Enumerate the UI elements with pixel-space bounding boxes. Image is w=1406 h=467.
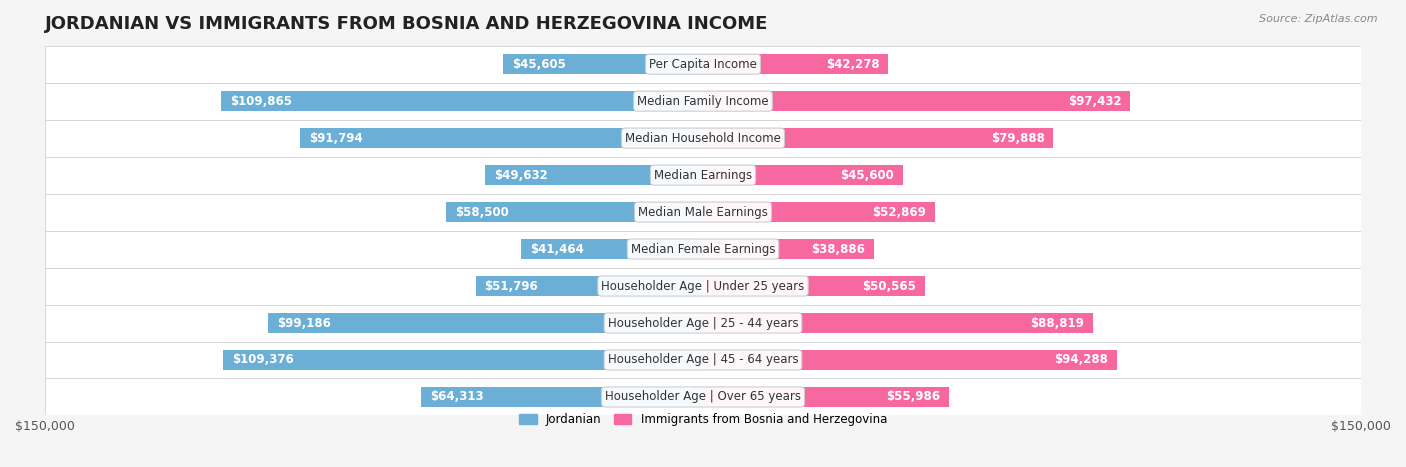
Bar [446, 202, 703, 222]
Text: $64,313: $64,313 [430, 390, 484, 403]
Text: $49,632: $49,632 [494, 169, 548, 182]
Bar [224, 350, 703, 370]
Bar [703, 202, 935, 222]
Bar [269, 313, 703, 333]
FancyBboxPatch shape [45, 194, 1361, 231]
FancyBboxPatch shape [45, 304, 1361, 341]
FancyBboxPatch shape [45, 46, 1361, 83]
Bar [522, 239, 703, 259]
Bar [475, 276, 703, 296]
Text: $79,888: $79,888 [991, 132, 1045, 145]
Text: Median Earnings: Median Earnings [654, 169, 752, 182]
Bar [703, 387, 949, 407]
FancyBboxPatch shape [45, 231, 1361, 268]
Text: $94,288: $94,288 [1054, 354, 1108, 367]
Text: $109,376: $109,376 [232, 354, 294, 367]
Text: Householder Age | Under 25 years: Householder Age | Under 25 years [602, 280, 804, 292]
Bar [703, 128, 1053, 149]
Text: Householder Age | Over 65 years: Householder Age | Over 65 years [605, 390, 801, 403]
Bar [703, 54, 889, 74]
Text: Median Male Earnings: Median Male Earnings [638, 205, 768, 219]
FancyBboxPatch shape [45, 120, 1361, 156]
Bar [703, 91, 1130, 111]
Bar [703, 165, 903, 185]
Text: $52,869: $52,869 [872, 205, 927, 219]
Text: $41,464: $41,464 [530, 242, 583, 255]
Bar [301, 128, 703, 149]
Text: $55,986: $55,986 [886, 390, 939, 403]
Legend: Jordanian, Immigrants from Bosnia and Herzegovina: Jordanian, Immigrants from Bosnia and He… [513, 407, 893, 432]
Bar [221, 91, 703, 111]
Bar [503, 54, 703, 74]
Text: $42,278: $42,278 [827, 57, 880, 71]
Text: Median Female Earnings: Median Female Earnings [631, 242, 775, 255]
Text: $38,886: $38,886 [811, 242, 865, 255]
Bar [703, 350, 1116, 370]
Text: Source: ZipAtlas.com: Source: ZipAtlas.com [1260, 14, 1378, 24]
Text: Householder Age | 25 - 44 years: Householder Age | 25 - 44 years [607, 317, 799, 330]
Bar [485, 165, 703, 185]
Text: $88,819: $88,819 [1031, 317, 1084, 330]
Bar [420, 387, 703, 407]
Text: Median Family Income: Median Family Income [637, 95, 769, 107]
Bar [703, 239, 873, 259]
Text: $99,186: $99,186 [277, 317, 330, 330]
Text: JORDANIAN VS IMMIGRANTS FROM BOSNIA AND HERZEGOVINA INCOME: JORDANIAN VS IMMIGRANTS FROM BOSNIA AND … [45, 15, 768, 33]
FancyBboxPatch shape [45, 341, 1361, 378]
Text: $109,865: $109,865 [229, 95, 292, 107]
FancyBboxPatch shape [45, 156, 1361, 194]
Text: $45,600: $45,600 [841, 169, 894, 182]
Text: Per Capita Income: Per Capita Income [650, 57, 756, 71]
FancyBboxPatch shape [45, 378, 1361, 416]
FancyBboxPatch shape [45, 83, 1361, 120]
Text: Householder Age | 45 - 64 years: Householder Age | 45 - 64 years [607, 354, 799, 367]
Text: $45,605: $45,605 [512, 57, 565, 71]
Bar [703, 276, 925, 296]
Bar [703, 313, 1092, 333]
Text: $97,432: $97,432 [1069, 95, 1122, 107]
Text: $91,794: $91,794 [309, 132, 363, 145]
Text: $58,500: $58,500 [456, 205, 509, 219]
Text: Median Household Income: Median Household Income [626, 132, 780, 145]
Text: $51,796: $51,796 [485, 280, 538, 292]
FancyBboxPatch shape [45, 268, 1361, 304]
Text: $50,565: $50,565 [862, 280, 917, 292]
